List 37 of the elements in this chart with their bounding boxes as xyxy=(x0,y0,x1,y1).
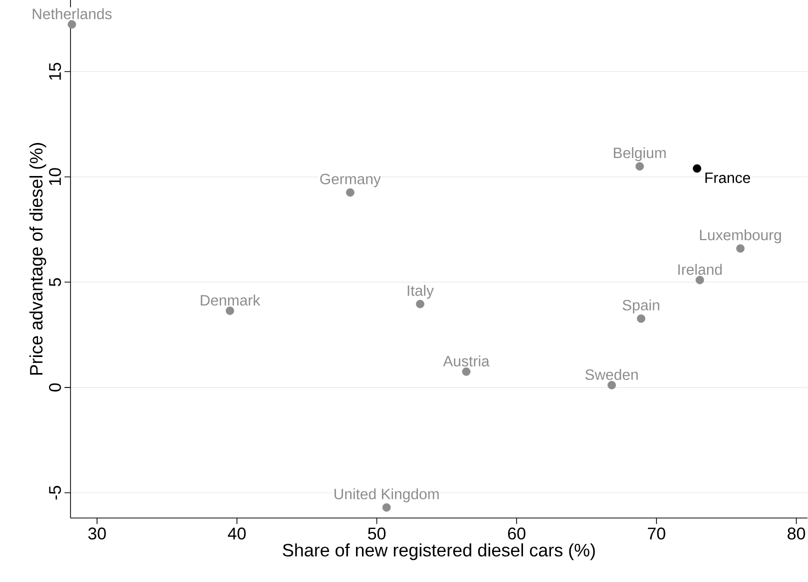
point xyxy=(736,244,745,253)
y-axis-title: Price advantage of diesel (%) xyxy=(29,143,46,375)
y-tick-label: 5 xyxy=(49,278,61,286)
annotation: Italy xyxy=(408,284,434,299)
annotation: Netherlands xyxy=(32,8,112,20)
point xyxy=(462,367,470,376)
y-tick-label: 10 xyxy=(48,168,61,185)
point xyxy=(696,276,704,284)
annotation: Austria xyxy=(443,355,490,366)
point xyxy=(382,503,391,512)
point xyxy=(635,162,644,171)
x-axis-title: Share of new registered diesel cars (%) xyxy=(282,543,595,560)
y-tick-label: 0 xyxy=(48,383,61,392)
x-tick-label: 50 xyxy=(368,528,386,540)
point xyxy=(68,20,76,29)
annotation: Spain xyxy=(622,299,660,314)
point xyxy=(226,306,234,315)
x-tick-label: 80 xyxy=(788,528,806,540)
point xyxy=(608,380,616,390)
annotation: Denmark xyxy=(200,294,260,306)
y-tick-label: -5 xyxy=(49,486,61,500)
point xyxy=(346,188,354,197)
annotation: Belgium xyxy=(614,147,666,162)
x-tick-label: 60 xyxy=(508,528,526,540)
annotation: Luxembourg xyxy=(700,229,781,244)
x-tick-label: 40 xyxy=(228,528,246,540)
annotation: France xyxy=(705,172,750,184)
y-tick-label: 15 xyxy=(49,62,61,80)
annotation: Sweden xyxy=(585,368,638,380)
annotation: United Kingdom xyxy=(334,488,439,502)
annotation: Ireland xyxy=(678,264,722,275)
x-tick-label: 30 xyxy=(88,528,106,540)
point xyxy=(692,164,702,173)
point xyxy=(416,300,424,308)
x-tick-label: 70 xyxy=(648,528,666,540)
annotation: Germany xyxy=(320,174,381,188)
point xyxy=(636,314,646,323)
